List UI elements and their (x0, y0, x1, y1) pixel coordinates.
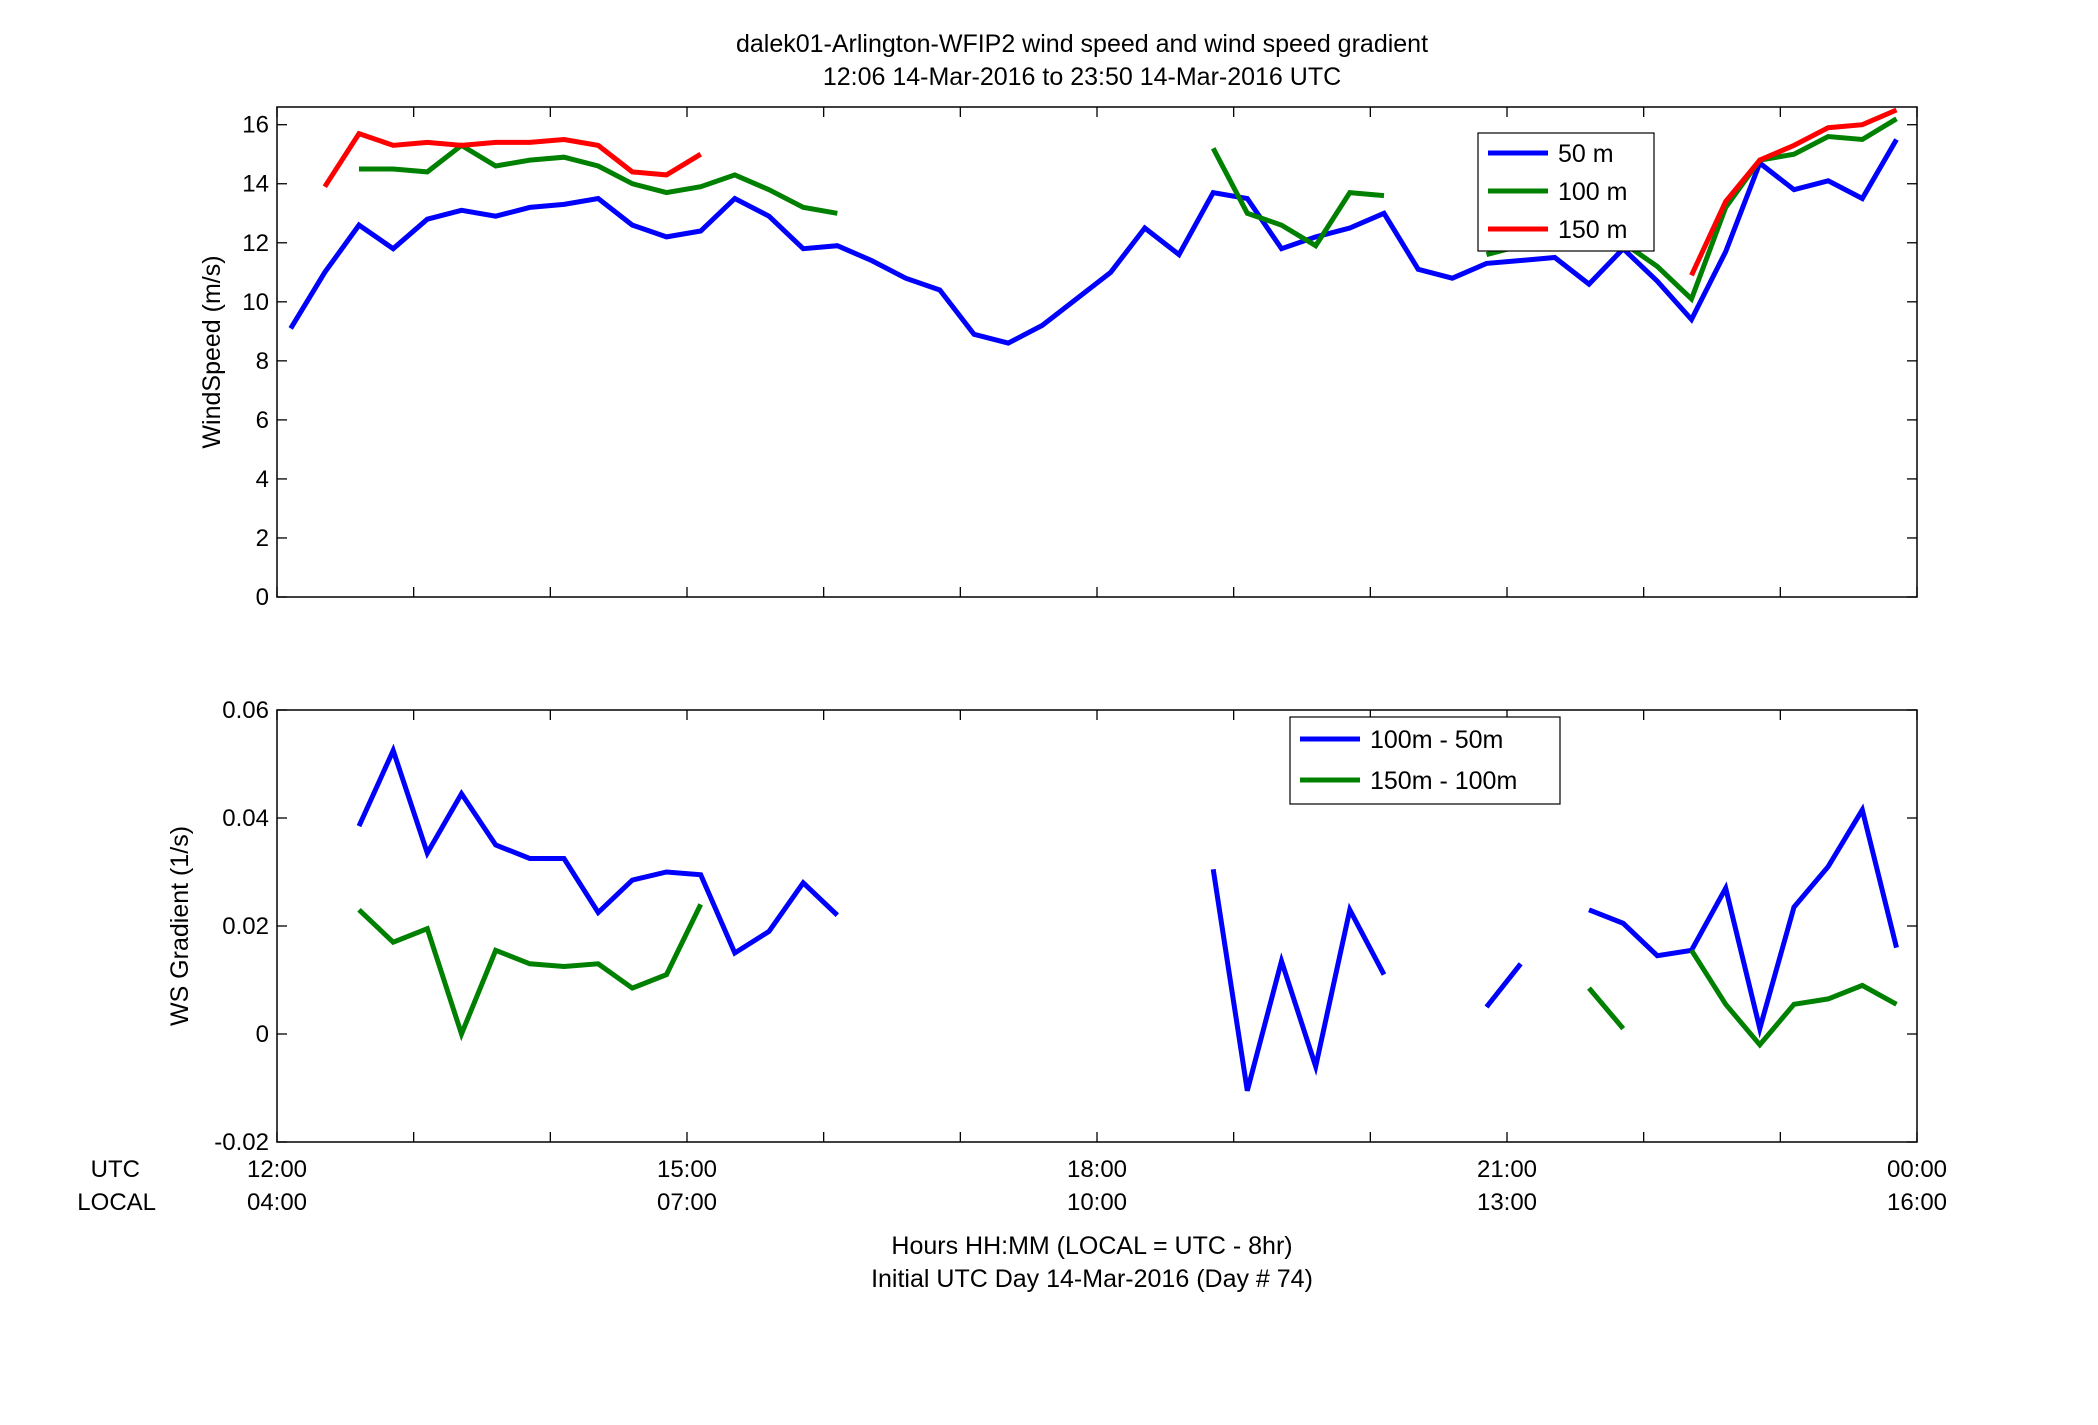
ws-gradient-series-150m-100m-segment (1689, 948, 1898, 1049)
utc-tick-label: 21:00 (1477, 1156, 1537, 1183)
wind-speed-y-axis-label: WindSpeed (m/s) (198, 255, 226, 448)
legend-label-100m: 100 m (1558, 178, 1627, 206)
local-tick-label: 13:00 (1477, 1189, 1537, 1216)
ws-gradient-lines (356, 743, 1899, 1092)
ws-gradient-plot-area (276, 709, 1918, 1143)
time-axis-labels: 12:00 04:00 15:00 07:00 18:00 10:00 21:00 13:00… (247, 1156, 1947, 1216)
ws-gradient-series-150m-100m-segment (357, 903, 703, 1042)
wind-speed-y-tick-label: 2 (256, 525, 269, 552)
ws-gradient-y-tick-label: -0.02 (214, 1129, 269, 1156)
legend-label-100m-50m: 100m - 50m (1370, 726, 1503, 754)
chart-title-line2: 12:06 14-Mar-2016 to 23:50 14-Mar-2016 U… (823, 63, 1341, 91)
wind-speed-y-tick-label: 8 (256, 348, 269, 375)
wind-speed-series-50-m-segment (288, 138, 1899, 346)
wind-speed-panel: 0 2 4 6 8 10 12 14 16 WindSpeed (m/s) 50 m 100 m… (198, 106, 1918, 611)
wind-speed-axes: 0 2 4 6 8 10 12 14 16 (242, 107, 1918, 611)
legend-label-150m: 150 m (1558, 216, 1627, 244)
ws-gradient-panel: -0.02 0 0.02 0.04 0.06 WS Gradient (1/s) 100… (166, 697, 1918, 1156)
utc-tick-label: 00:00 (1887, 1156, 1947, 1183)
x-axis-label-line1: Hours HH:MM (LOCAL = UTC - 8hr) (891, 1232, 1292, 1260)
legend-label-50m: 50 m (1558, 140, 1614, 168)
ws-gradient-legend: 100m - 50m 150m - 100m (1289, 716, 1561, 805)
ws-gradient-series-100m-50m-segment (1484, 962, 1523, 1009)
ws-gradient-y-tick-label: 0.06 (222, 697, 269, 724)
wind-speed-lines (288, 107, 1899, 346)
wind-speed-y-tick-label: 4 (256, 466, 269, 493)
local-row-label: LOCAL (77, 1189, 156, 1216)
wind-speed-legend: 50 m 100 m 150 m (1477, 132, 1655, 252)
ws-gradient-y-axis-label: WS Gradient (1/s) (166, 826, 194, 1026)
utc-tick-label: 18:00 (1067, 1156, 1127, 1183)
ws-gradient-y-tick-label: 0 (256, 1021, 269, 1048)
local-tick-label: 16:00 (1887, 1189, 1947, 1216)
legend-label-150m-100m: 150m - 100m (1370, 767, 1517, 795)
ws-gradient-y-tick-label: 0.02 (222, 913, 269, 940)
wind-speed-series-150-m-segment (322, 130, 702, 189)
utc-tick-label: 15:00 (657, 1156, 717, 1183)
local-tick-label: 04:00 (247, 1189, 307, 1216)
wind-speed-y-tick-label: 6 (256, 407, 269, 434)
local-tick-label: 10:00 (1067, 1189, 1127, 1216)
utc-tick-label: 12:00 (247, 1156, 307, 1183)
ws-gradient-y-tick-label: 0.04 (222, 805, 269, 832)
chart-title-line1: dalek01-Arlington-WFIP2 wind speed and w… (736, 30, 1428, 58)
wind-speed-y-tick-label: 12 (242, 230, 269, 257)
wind-speed-series-150-m-segment (1689, 107, 1898, 277)
ws-gradient-series-150m-100m-segment (1587, 986, 1626, 1031)
wind-speed-series-100-m-segment (1210, 147, 1385, 250)
wind-speed-y-tick-label: 10 (242, 289, 269, 316)
utc-row-label: UTC (91, 1156, 140, 1183)
wind-speed-y-tick-label: 14 (242, 171, 269, 198)
x-axis-label-line2: Initial UTC Day 14-Mar-2016 (Day # 74) (871, 1265, 1313, 1293)
wind-speed-y-tick-label: 16 (242, 112, 269, 139)
wind-speed-plot-area (276, 106, 1918, 598)
ws-gradient-series-100m-50m-segment (1210, 868, 1387, 1092)
ws-gradient-series-100m-50m-segment (1588, 803, 1899, 1039)
wind-speed-series-100-m-segment (359, 142, 838, 216)
wind-speed-y-tick-label: 0 (256, 584, 269, 611)
ws-gradient-series-100m-50m-segment (356, 743, 840, 957)
local-tick-label: 07:00 (657, 1189, 717, 1216)
ws-gradient-legend-box (1289, 716, 1561, 805)
